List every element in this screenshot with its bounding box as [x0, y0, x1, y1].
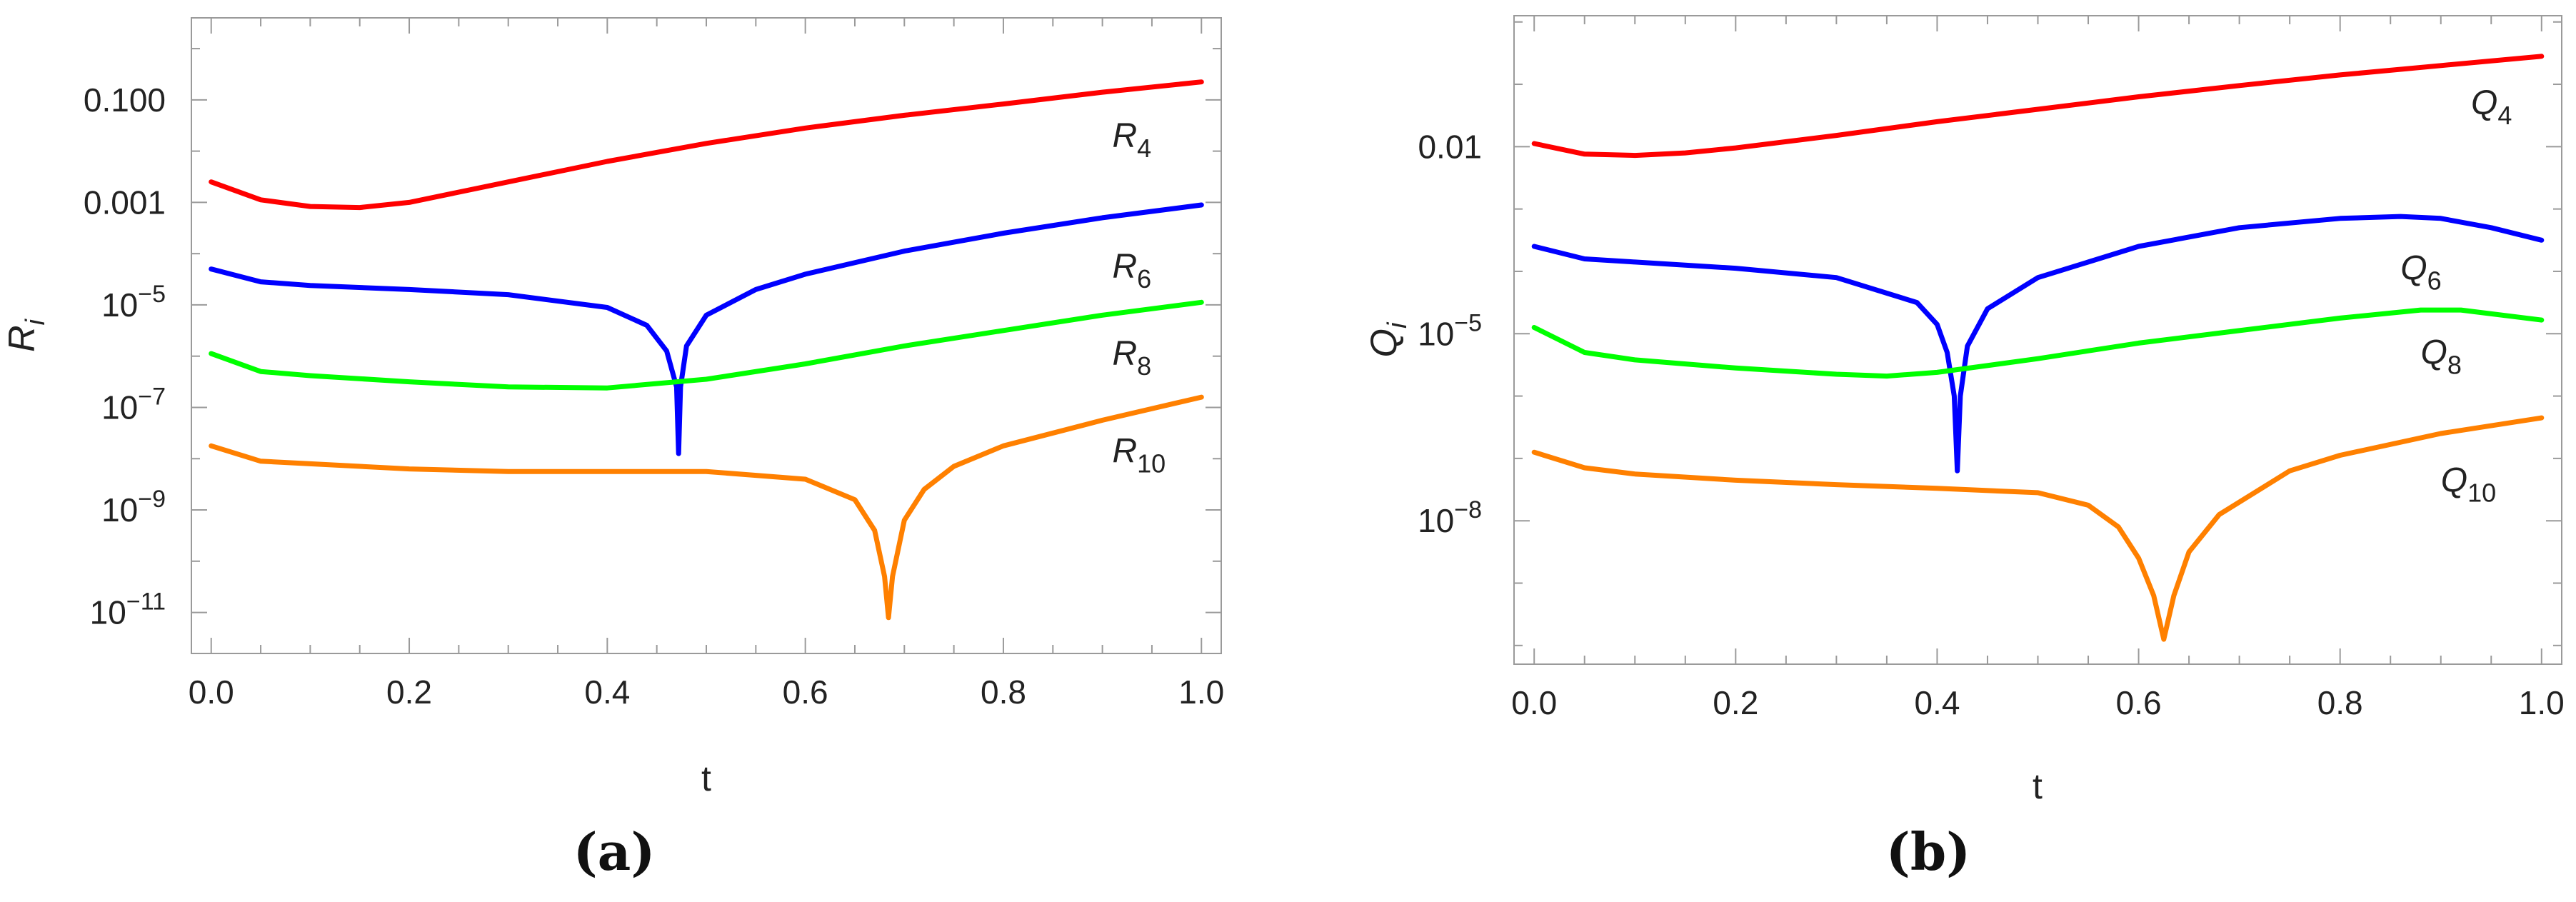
x-tick-label: 0.6: [783, 673, 828, 711]
x-axis-label: t: [701, 758, 711, 798]
y-tick-label: 10−11: [90, 588, 166, 631]
y-tick-label: 0.100: [84, 81, 166, 119]
series-line-R10: [209, 394, 1204, 621]
chart-panel-b: 0.0 0.2 0.4 0.6 0.8 1.0 0.01 10−5 10−8 Q4 Q6 Q8 Q10 Q…: [1363, 15, 2565, 882]
x-tick-label: 0.0: [1511, 684, 1557, 721]
plot-frame: [1513, 15, 2562, 665]
series-label-R6: R6: [1112, 248, 1151, 294]
series-label-R4: R4: [1112, 117, 1151, 163]
series-label-Q10: Q10: [2441, 461, 2496, 507]
y-tick-label: 10−7: [101, 383, 166, 426]
x-tick-label: 0.4: [1914, 684, 1960, 721]
y-tick-label: 0.001: [84, 184, 166, 221]
y-tick-label: 10−5: [1418, 309, 1482, 352]
y-tick-label: 10−9: [101, 486, 166, 528]
panel-caption: (b): [1886, 821, 1970, 882]
x-tick-label: 1.0: [2519, 684, 2565, 721]
x-tick-label: 0.4: [584, 673, 630, 711]
series-label-Q4: Q4: [2471, 84, 2512, 130]
x-tick-label: 1.0: [1178, 673, 1224, 711]
x-tick-label: 0.0: [189, 673, 234, 711]
x-tick-label: 0.2: [386, 673, 432, 711]
series-line-Q10: [1531, 415, 2545, 642]
x-axis-label: t: [2033, 766, 2043, 806]
series-label-Q6: Q6: [2400, 250, 2441, 296]
y-axis-label: Qi: [1363, 321, 1413, 357]
panel-caption: (a): [573, 821, 656, 882]
y-tick-label: 0.01: [1418, 128, 1482, 165]
series-line-Q4: [1531, 54, 2545, 159]
plot-frame: [191, 17, 1222, 654]
x-tick-label: 0.6: [2116, 684, 2162, 721]
series-line-Q6: [1531, 214, 2545, 473]
x-tick-label: 0.2: [1713, 684, 1758, 721]
y-axis-label: Ri: [1, 318, 51, 352]
series-label-R10: R10: [1112, 432, 1166, 478]
series-label-R8: R8: [1112, 335, 1151, 381]
y-tick-label: 10−5: [101, 281, 166, 324]
x-tick-label: 0.8: [2317, 684, 2363, 721]
series-line-R4: [209, 79, 1204, 211]
x-tick-label: 0.8: [981, 673, 1026, 711]
series-line-R6: [209, 202, 1204, 456]
chart-panel-a: 0.0 0.2 0.4 0.6 0.8 1.0 0.100 0.001 10−5 10−7 10−9…: [1, 17, 1224, 882]
series-line-R8: [209, 299, 1204, 391]
series-line-Q8: [1531, 307, 2545, 379]
y-tick-label: 10−8: [1418, 496, 1482, 539]
series-label-Q8: Q8: [2421, 334, 2462, 379]
